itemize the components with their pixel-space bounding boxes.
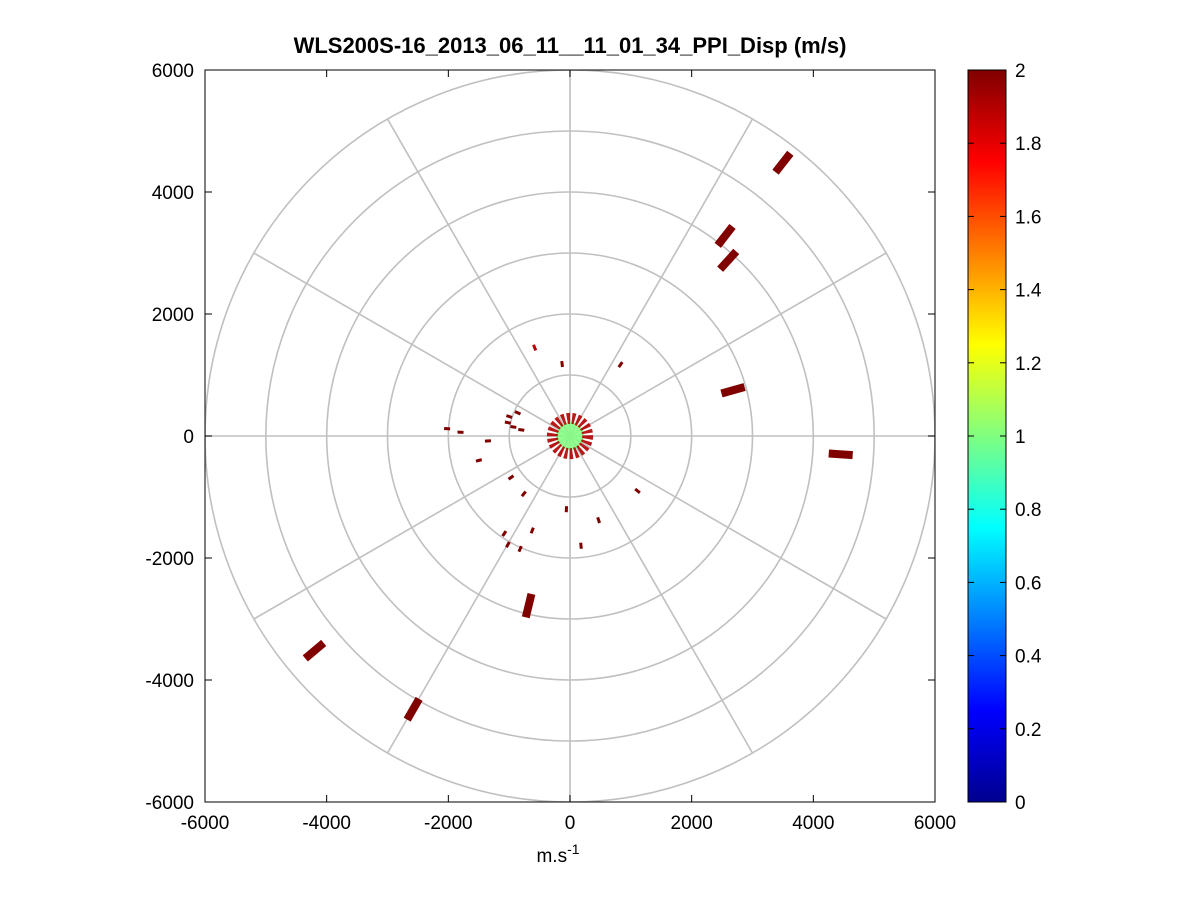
data-marks: [302, 150, 853, 722]
data-point: [507, 474, 515, 481]
colorbar-tick-label: 0.8: [1015, 500, 1041, 521]
data-point: [772, 150, 794, 175]
x-axis-label: m.s-1: [536, 841, 579, 867]
colorbar: 0 0.2 0.4 0.6 0.8 1 1.2 1.4 1.6 1.8 2: [967, 61, 1042, 814]
data-point: [529, 527, 535, 534]
polar-grid: [205, 70, 935, 802]
y-tick-label: 6000: [152, 61, 194, 82]
y-tick-label: 0: [183, 427, 194, 448]
data-point: [634, 487, 641, 494]
y-tick-label: -6000: [145, 793, 194, 814]
data-point: [517, 545, 523, 553]
data-point: [564, 506, 569, 513]
center-disk: [556, 422, 584, 450]
data-point: [714, 223, 736, 248]
x-tick-label: 4000: [792, 813, 834, 834]
x-tick-label: 2000: [671, 813, 713, 834]
data-point: [596, 516, 602, 524]
data-point: [505, 541, 511, 549]
data-point: [579, 542, 583, 549]
grid-ring: [447, 313, 693, 559]
data-point: [560, 360, 564, 368]
grid-ring: [265, 130, 875, 742]
x-tick-label: -4000: [302, 813, 351, 834]
data-point: [443, 427, 451, 431]
grid-ring: [386, 252, 754, 620]
data-point: [532, 344, 538, 351]
y-tick-label: -2000: [145, 549, 194, 570]
center-ring: [546, 412, 594, 460]
colorbar-tick-label: 0.2: [1015, 720, 1041, 741]
data-point: [457, 430, 464, 434]
data-point: [520, 490, 527, 498]
x-tick-label: -2000: [424, 813, 473, 834]
x-axis-label-base: m.s: [536, 846, 567, 867]
data-point: [501, 530, 508, 537]
grid-ring: [325, 191, 815, 681]
chart-title: WLS200S-16_2013_06_11__11_01_34_PPI_Disp…: [294, 33, 847, 58]
data-point: [828, 449, 853, 460]
y-tick-label: -4000: [145, 671, 194, 692]
colorbar-tick-label: 1.4: [1015, 281, 1042, 302]
data-point: [518, 428, 525, 432]
data-point: [720, 383, 746, 398]
x-tick-label: 0: [565, 813, 576, 834]
data-point: [617, 361, 624, 368]
data-point: [475, 458, 483, 463]
data-point: [484, 439, 492, 443]
colorbar-tick-label: 1.8: [1015, 134, 1041, 155]
colorbar-tick-label: 1: [1015, 427, 1026, 448]
y-tick-label: 2000: [152, 305, 194, 326]
y-tick-labels: 6000 4000 2000 0 -2000 -4000 -6000: [145, 61, 194, 814]
axis-ticks: [204, 69, 936, 803]
data-point: [403, 696, 423, 722]
data-point: [514, 410, 522, 416]
colorbar-tick-label: 0.4: [1015, 647, 1042, 668]
x-tick-label: 6000: [914, 813, 956, 834]
x-axis-label-exponent: -1: [567, 841, 580, 857]
colorbar-tick-label: 1.2: [1015, 354, 1041, 375]
x-tick-labels: -6000 -4000 -2000 0 2000 4000 6000: [181, 813, 956, 834]
x-tick-label: -6000: [181, 813, 230, 834]
data-point: [505, 414, 513, 419]
data-point: [521, 593, 536, 619]
colorbar-tick-label: 1.6: [1015, 207, 1041, 228]
data-point: [302, 639, 327, 662]
colorbar-tick-label: 0: [1015, 793, 1026, 814]
colorbar-tick-label: 0.6: [1015, 573, 1041, 594]
data-point: [504, 420, 512, 425]
grid-ring: [508, 374, 632, 498]
data-point: [717, 248, 740, 272]
colorbar-tick-label: 2: [1015, 61, 1026, 82]
colorbar-ticks: 0 0.2 0.4 0.6 0.8 1 1.2 1.4 1.6 1.8 2: [968, 61, 1042, 814]
data-point: [510, 424, 517, 429]
y-tick-label: 4000: [152, 183, 194, 204]
